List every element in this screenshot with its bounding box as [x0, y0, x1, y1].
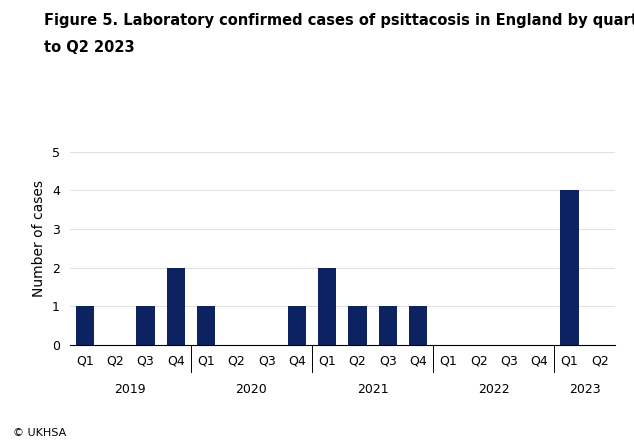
Text: Figure 5. Laboratory confirmed cases of psittacosis in England by quarter, Q1 20: Figure 5. Laboratory confirmed cases of …	[44, 13, 634, 28]
Bar	[409, 306, 427, 345]
Text: © UKHSA: © UKHSA	[13, 427, 66, 438]
Text: to Q2 2023: to Q2 2023	[44, 40, 135, 55]
Bar	[288, 306, 306, 345]
Y-axis label: Number of cases: Number of cases	[32, 180, 46, 297]
Text: 2021: 2021	[357, 383, 389, 396]
Bar	[136, 306, 155, 345]
Text: 2020: 2020	[236, 383, 268, 396]
Text: 2022: 2022	[478, 383, 510, 396]
Text: 2019: 2019	[115, 383, 146, 396]
Bar	[378, 306, 397, 345]
Bar	[167, 267, 185, 345]
Bar	[318, 267, 336, 345]
Bar	[560, 191, 579, 345]
Bar	[76, 306, 94, 345]
Bar	[349, 306, 366, 345]
Bar	[197, 306, 215, 345]
Text: 2023: 2023	[569, 383, 600, 396]
